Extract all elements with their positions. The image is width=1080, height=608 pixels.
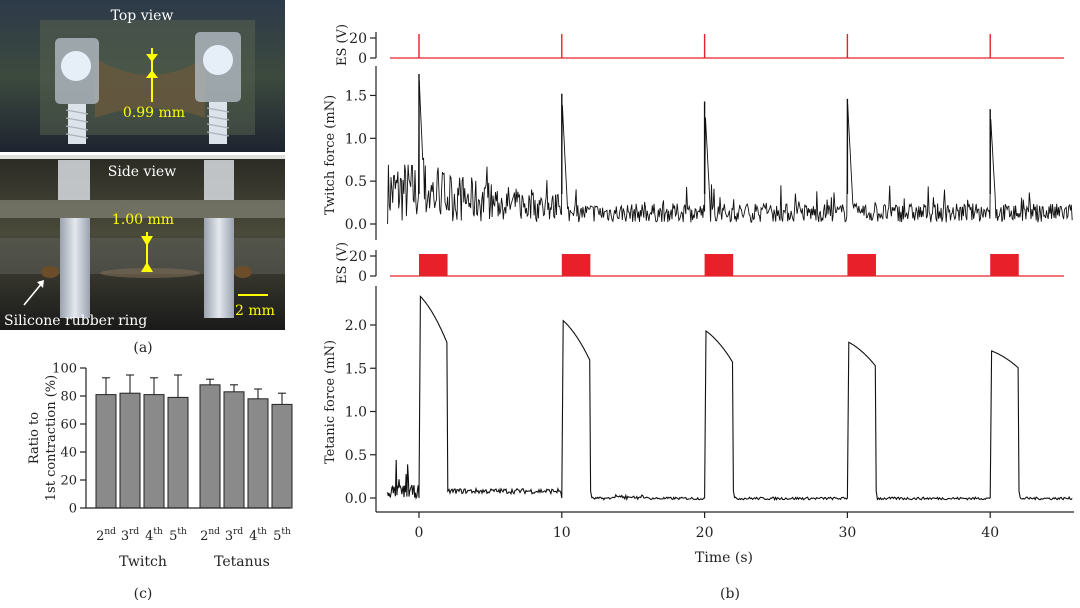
bar (199, 384, 221, 509)
time-x-tick-label: 0 (415, 525, 424, 541)
b-xlabel: Time (s) (695, 550, 753, 566)
c-x-tick-label: 3rd (121, 527, 140, 544)
c-x-tick-label: 5th (169, 527, 187, 544)
scale-bar-label: 2 mm (235, 303, 275, 319)
es2-pulse-train (990, 254, 1019, 276)
measure-arrow-top (146, 48, 158, 102)
time-x-tick-label: 40 (981, 525, 999, 541)
side-view-title: Side view (108, 164, 176, 180)
measure-arrow-side (141, 232, 153, 272)
twitch-ylabel: Twitch force (mN) (323, 95, 338, 215)
time-x-tick-label: 10 (553, 525, 571, 541)
c-y-tick-label: 0 (69, 502, 77, 517)
c-ylabel-line2: 1st contraction (%) (44, 375, 59, 501)
es1-y-tick-label: 0 (358, 51, 367, 67)
c-group-twitch: Twitch (119, 554, 167, 570)
time-x-tick-label: 30 (838, 525, 856, 541)
es2-ylabel: ES (V) (335, 242, 350, 284)
photo-top-view: Top view 0.99 mm (0, 0, 285, 152)
es2-pulse-train (704, 254, 734, 276)
es1-ylabel: ES (V) (335, 24, 350, 66)
es2-pulse-train (847, 254, 876, 276)
tetanic-force-line (387, 295, 1073, 502)
c-ylabel-line1: Ratio to (27, 412, 42, 464)
c-group-tetanus: Tetanus (214, 554, 270, 570)
photo-side-view: 2 mm Side view 1.00 mm Silicone rubber r… (0, 155, 285, 330)
es2-pulse-train (419, 254, 448, 276)
tetanus-y-tick-label: 1.0 (345, 405, 367, 421)
c-x-tick-label: 5th (273, 527, 291, 544)
c-y-tick-label: 20 (60, 474, 77, 489)
top-measure-label: 0.99 mm (123, 105, 185, 121)
twitch-force-line (387, 80, 1073, 225)
bar (143, 394, 165, 509)
es2-y-tick-label: 20 (349, 249, 367, 265)
c-x-tick-label: 3rd (225, 527, 244, 544)
tetanus-y-tick-label: 0.0 (345, 491, 367, 507)
ring-label: Silicone rubber ring (4, 313, 147, 329)
es2-pulse-train (561, 254, 591, 276)
c-x-tick-label: 4th (249, 527, 267, 544)
tetanus-y-tick-label: 0.5 (345, 448, 367, 464)
c-y-tick-label: 80 (60, 390, 77, 405)
tetanus-y-tick-label: 2.0 (345, 318, 367, 334)
bar (95, 394, 117, 509)
bar (223, 391, 245, 509)
time-x-tick-label: 20 (696, 525, 714, 541)
twitch-y-tick-label: 1.0 (345, 131, 367, 147)
bar (167, 396, 189, 509)
panel-c-label: (c) (134, 586, 153, 602)
panel-a-label: (a) (133, 340, 152, 356)
bar (271, 403, 293, 509)
twitch-y-tick-label: 0.5 (345, 174, 367, 190)
side-measure-label: 1.00 mm (112, 212, 174, 228)
bar (247, 398, 269, 509)
c-y-tick-label: 60 (60, 418, 77, 433)
c-y-tick-label: 40 (60, 446, 77, 461)
c-y-tick-label: 100 (52, 362, 77, 377)
twitch-y-tick-label: 0.0 (345, 217, 367, 233)
twitch-y-tick-label: 1.5 (345, 88, 367, 104)
c-x-tick-label: 2nd (96, 527, 116, 544)
top-view-title: Top view (111, 8, 174, 24)
tetanus-ylabel: Tetanic force (mN) (323, 340, 338, 464)
es1-y-tick-label: 20 (349, 31, 367, 47)
bar (119, 392, 141, 509)
es2-y-tick-label: 0 (358, 269, 367, 285)
panel-b-traces: 20 0 1.5 1.0 0.5 0.0 20 0 2.0 1.5 1.0 0.5 0.0 0 10 20 3… (323, 24, 1074, 602)
c-x-tick-label: 4th (145, 527, 163, 544)
c-x-tick-label: 2nd (200, 527, 220, 544)
ring-pointer-arrow (23, 282, 43, 306)
tetanus-y-tick-label: 1.5 (345, 361, 367, 377)
panel-b-label: (b) (720, 586, 740, 602)
panel-c-bar-chart: 100 80 60 40 20 0 Ratio to 1st contraction (%… (27, 362, 293, 602)
